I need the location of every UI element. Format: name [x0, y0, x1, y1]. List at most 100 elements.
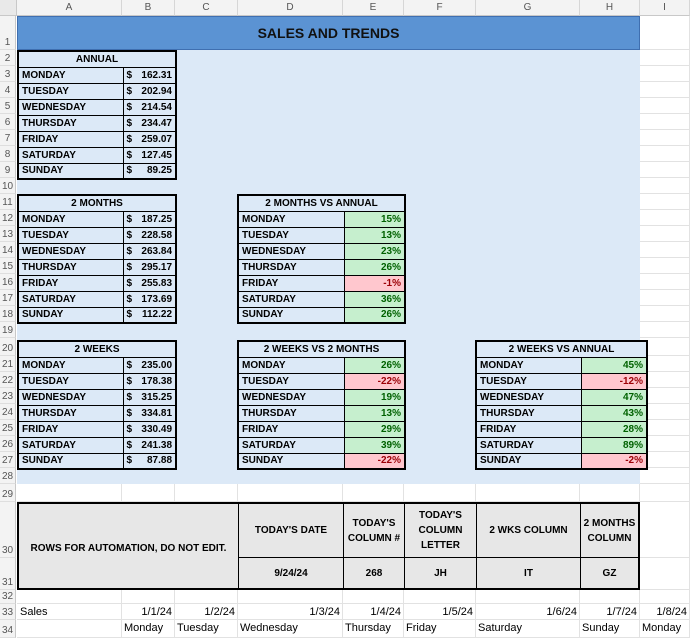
day-label[interactable]: FRIDAY: [17, 130, 124, 148]
day-label[interactable]: THURSDAY: [475, 404, 582, 422]
two-months-vs-annual-table-title[interactable]: 2 MONTHS VS ANNUAL: [237, 194, 406, 212]
percent-change-cell[interactable]: 47%: [580, 388, 648, 406]
two-weeks-vs-two-months-table-title[interactable]: 2 WEEKS VS 2 MONTHS: [237, 340, 406, 358]
day-label[interactable]: WEDNESDAY: [475, 388, 582, 406]
percent-change-cell[interactable]: 19%: [343, 388, 406, 406]
row-header-23[interactable]: 23: [0, 388, 16, 404]
amount-cell[interactable]: $259.07: [122, 130, 177, 148]
column-header-F[interactable]: F: [404, 0, 476, 16]
row-header-7[interactable]: 7: [0, 130, 16, 146]
day-label[interactable]: FRIDAY: [237, 274, 345, 292]
percent-change-cell[interactable]: -12%: [580, 372, 648, 390]
weekday-cell[interactable]: Wednesday: [240, 622, 298, 634]
row-header-27[interactable]: 27: [0, 452, 16, 468]
day-label[interactable]: WEDNESDAY: [17, 242, 124, 260]
weekday-cell[interactable]: Friday: [406, 622, 437, 634]
row-header-24[interactable]: 24: [0, 404, 16, 420]
sales-date-cell[interactable]: 1/7/24: [606, 606, 637, 618]
row-header-18[interactable]: 18: [0, 306, 16, 322]
percent-change-cell[interactable]: -1%: [343, 274, 406, 292]
row-header-11[interactable]: 11: [0, 194, 16, 210]
row-header-33[interactable]: 33: [0, 604, 16, 620]
percent-change-cell[interactable]: -2%: [580, 452, 648, 470]
day-label[interactable]: MONDAY: [237, 356, 345, 374]
day-label[interactable]: MONDAY: [17, 66, 124, 84]
automation-header-two-wks-col[interactable]: 2 WKS COLUMN: [476, 504, 580, 558]
amount-cell[interactable]: $112.22: [122, 306, 177, 324]
column-header-A[interactable]: A: [17, 0, 122, 16]
day-label[interactable]: WEDNESDAY: [17, 388, 124, 406]
percent-change-cell[interactable]: 29%: [343, 420, 406, 438]
row-header-26[interactable]: 26: [0, 436, 16, 452]
day-label[interactable]: FRIDAY: [17, 274, 124, 292]
row-header-6[interactable]: 6: [0, 114, 16, 130]
row-header-8[interactable]: 8: [0, 146, 16, 162]
amount-cell[interactable]: $202.94: [122, 82, 177, 100]
row-header-34[interactable]: 34: [0, 620, 16, 638]
row-header-12[interactable]: 12: [0, 210, 16, 226]
percent-change-cell[interactable]: -22%: [343, 452, 406, 470]
row-header-1[interactable]: 1: [0, 16, 16, 50]
percent-change-cell[interactable]: 15%: [343, 210, 406, 228]
day-label[interactable]: WEDNESDAY: [237, 242, 345, 260]
two-weeks-vs-annual-table-title[interactable]: 2 WEEKS VS ANNUAL: [475, 340, 648, 358]
amount-cell[interactable]: $127.45: [122, 146, 177, 164]
column-header-B[interactable]: B: [122, 0, 175, 16]
percent-change-cell[interactable]: 13%: [343, 404, 406, 422]
amount-cell[interactable]: $228.58: [122, 226, 177, 244]
day-label[interactable]: SUNDAY: [17, 306, 124, 324]
weekday-cell[interactable]: Saturday: [478, 622, 523, 634]
automation-header-todays-date[interactable]: TODAY'S DATE: [238, 504, 343, 558]
percent-change-cell[interactable]: 43%: [580, 404, 648, 422]
weekday-cell[interactable]: Thursday: [345, 622, 391, 634]
sales-date-cell[interactable]: 1/8/24: [656, 606, 687, 618]
row-header-5[interactable]: 5: [0, 98, 16, 114]
column-header-C[interactable]: C: [175, 0, 238, 16]
row-header-2[interactable]: 2: [0, 50, 16, 66]
amount-cell[interactable]: $295.17: [122, 258, 177, 276]
percent-change-cell[interactable]: 28%: [580, 420, 648, 438]
amount-cell[interactable]: $178.38: [122, 372, 177, 390]
sales-date-cell[interactable]: 1/4/24: [370, 606, 401, 618]
day-label[interactable]: SUNDAY: [475, 452, 582, 470]
day-label[interactable]: SATURDAY: [17, 146, 124, 164]
row-header-19[interactable]: 19: [0, 322, 16, 338]
day-label[interactable]: MONDAY: [237, 210, 345, 228]
row-header-21[interactable]: 21: [0, 356, 16, 372]
row-header-14[interactable]: 14: [0, 242, 16, 258]
weekday-cell[interactable]: Monday: [124, 622, 164, 634]
amount-cell[interactable]: $187.25: [122, 210, 177, 228]
day-label[interactable]: SATURDAY: [17, 290, 124, 308]
percent-change-cell[interactable]: 13%: [343, 226, 406, 244]
day-label[interactable]: SUNDAY: [17, 452, 124, 470]
percent-change-cell[interactable]: -22%: [343, 372, 406, 390]
day-label[interactable]: TUESDAY: [237, 226, 345, 244]
row-header-30[interactable]: 30: [0, 502, 16, 558]
percent-change-cell[interactable]: 23%: [343, 242, 406, 260]
day-label[interactable]: TUESDAY: [17, 372, 124, 390]
percent-change-cell[interactable]: 36%: [343, 290, 406, 308]
day-label[interactable]: SATURDAY: [17, 436, 124, 454]
automation-value-todays-col-letter[interactable]: JH: [404, 558, 476, 588]
row-header-10[interactable]: 10: [0, 178, 16, 194]
automation-header-todays-col-letter[interactable]: TODAY'S COLUMN LETTER: [404, 504, 476, 558]
amount-cell[interactable]: $87.88: [122, 452, 177, 470]
amount-cell[interactable]: $263.84: [122, 242, 177, 260]
amount-cell[interactable]: $241.38: [122, 436, 177, 454]
column-header-G[interactable]: G: [476, 0, 580, 16]
day-label[interactable]: TUESDAY: [17, 82, 124, 100]
row-header-4[interactable]: 4: [0, 82, 16, 98]
sales-date-cell[interactable]: 1/2/24: [204, 606, 235, 618]
row-header-15[interactable]: 15: [0, 258, 16, 274]
automation-value-todays-date[interactable]: 9/24/24: [238, 558, 343, 588]
day-label[interactable]: THURSDAY: [237, 404, 345, 422]
percent-change-cell[interactable]: 26%: [343, 356, 406, 374]
day-label[interactable]: SUNDAY: [237, 452, 345, 470]
automation-value-todays-col-num[interactable]: 268: [343, 558, 404, 588]
amount-cell[interactable]: $255.83: [122, 274, 177, 292]
row-header-29[interactable]: 29: [0, 484, 16, 502]
amount-cell[interactable]: $235.00: [122, 356, 177, 374]
row-header-25[interactable]: 25: [0, 420, 16, 436]
day-label[interactable]: SATURDAY: [237, 436, 345, 454]
day-label[interactable]: MONDAY: [17, 356, 124, 374]
